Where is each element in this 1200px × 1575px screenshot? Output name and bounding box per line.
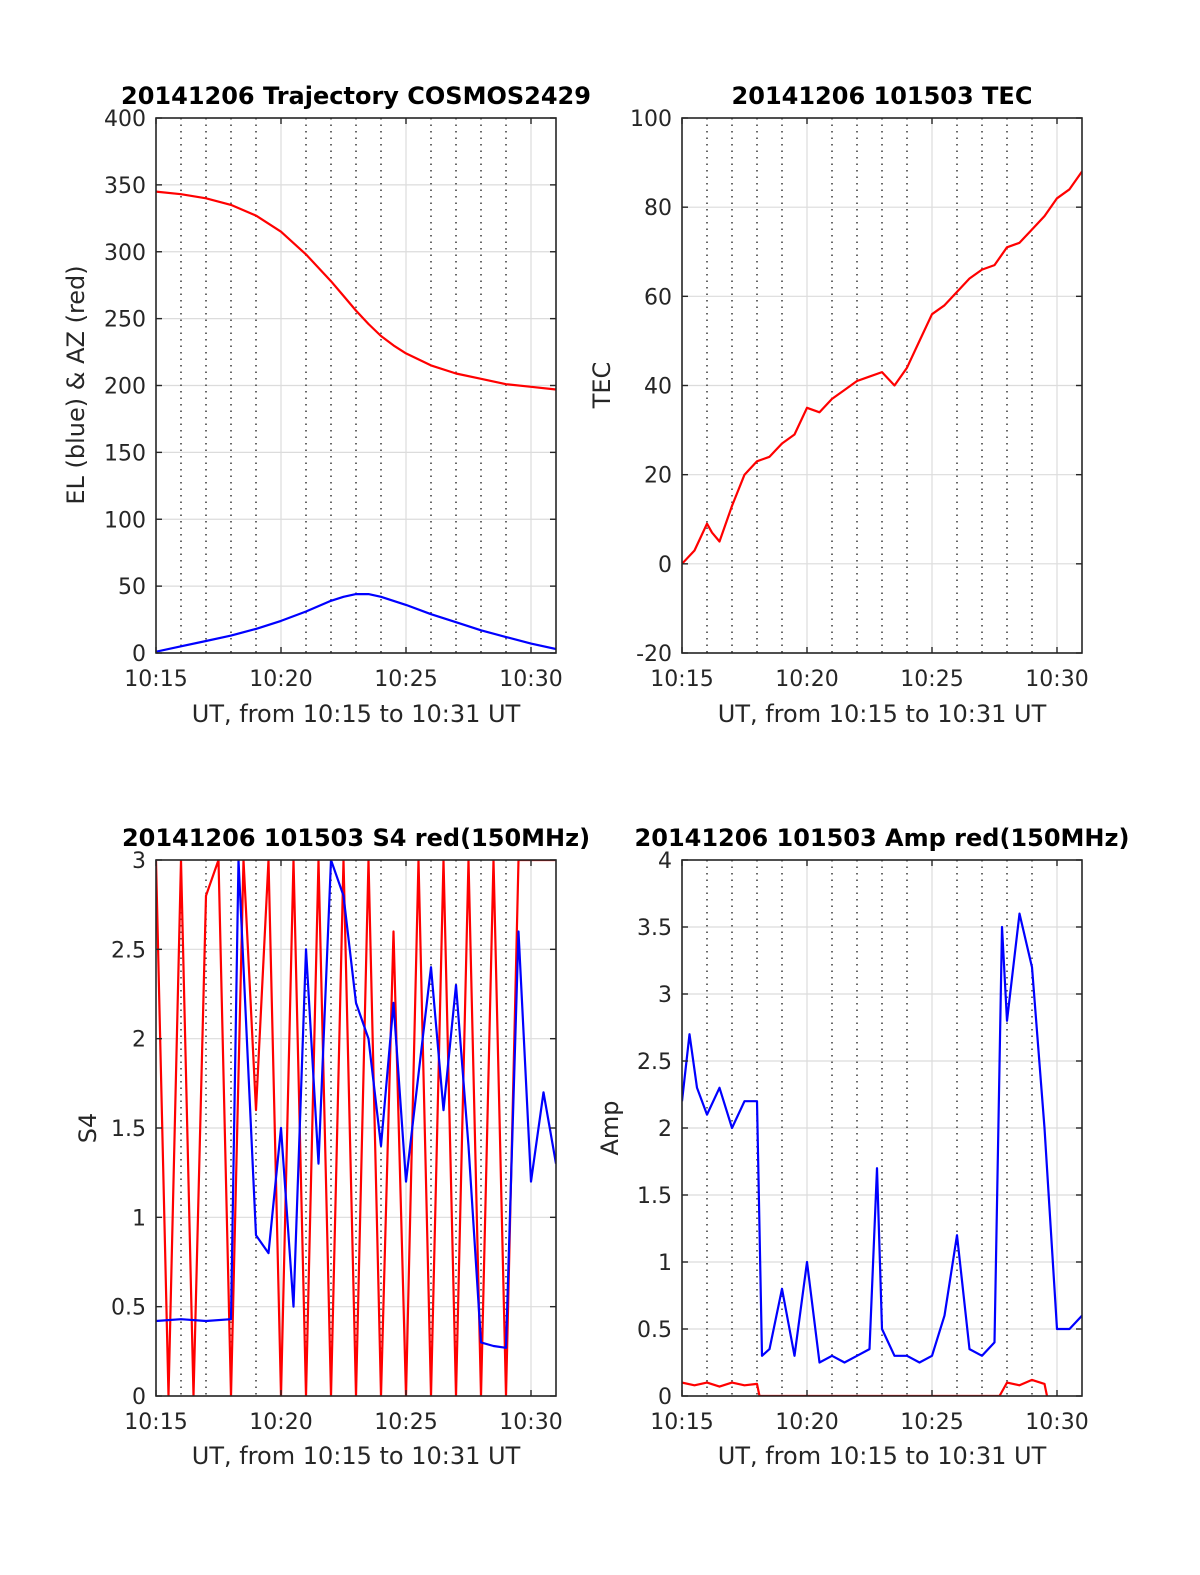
amp-ylabel: Amp (596, 1100, 624, 1155)
y-tick-label: 1.5 (111, 1117, 146, 1142)
y-tick-label: 0 (658, 553, 672, 578)
trajectory-panel: 20141206 Trajectory COSMOS2429 UT, from … (62, 82, 591, 728)
x-tick-label: 10:20 (775, 1410, 838, 1435)
x-tick-label: 10:30 (499, 1410, 562, 1435)
y-tick-label: 3 (132, 849, 146, 874)
x-tick-label: 10:20 (249, 1410, 312, 1435)
y-tick-label: 3.5 (637, 916, 672, 941)
series-group (682, 912, 1082, 1396)
y-tick-label: 2.5 (637, 1050, 672, 1075)
s4-ylabel: S4 (74, 1113, 102, 1144)
trajectory-xlabel: UT, from 10:15 to 10:31 UT (192, 700, 521, 728)
y-tick-label: 400 (104, 107, 146, 132)
x-tick-label: 10:15 (650, 667, 713, 692)
amp-series-0 (682, 912, 1082, 1364)
y-tick-label: 40 (644, 375, 672, 400)
y-tick-label: 250 (104, 308, 146, 333)
amp-xlabel: UT, from 10:15 to 10:31 UT (718, 1442, 1047, 1470)
series-group (156, 190, 556, 653)
y-tick-label: 60 (644, 285, 672, 310)
y-tick-label: 50 (118, 575, 146, 600)
y-tick-label: -20 (636, 642, 672, 667)
y-tick-label: 20 (644, 464, 672, 489)
x-tick-label: 10:25 (374, 667, 437, 692)
y-tick-label: 4 (658, 849, 672, 874)
amp-series-1 (682, 1378, 1049, 1396)
x-tick-label: 10:20 (249, 667, 312, 692)
amp-panel: 20141206 101503 Amp red(150MHz) UT, from… (596, 824, 1129, 1470)
y-tick-label: 150 (104, 441, 146, 466)
s4-xlabel: UT, from 10:15 to 10:31 UT (192, 1442, 521, 1470)
amp-title: 20141206 101503 Amp red(150MHz) (635, 824, 1130, 852)
x-tick-label: 10:15 (124, 1410, 187, 1435)
y-tick-label: 2.5 (111, 938, 146, 963)
y-tick-label: 0 (658, 1385, 672, 1410)
y-tick-label: 2 (658, 1117, 672, 1142)
x-tick-label: 10:25 (374, 1410, 437, 1435)
y-tick-label: 100 (630, 107, 672, 132)
tec-panel: 20141206 101503 TEC UT, from 10:15 to 10… (588, 82, 1089, 728)
y-tick-label: 0.5 (111, 1296, 146, 1321)
x-tick-label: 10:30 (1025, 667, 1088, 692)
s4-panel: 20141206 101503 S4 red(150MHz) UT, from … (74, 824, 590, 1470)
trajectory-title: 20141206 Trajectory COSMOS2429 (121, 82, 591, 110)
series-group (156, 860, 556, 1396)
x-tick-label: 10:25 (900, 1410, 963, 1435)
x-tick-label: 10:30 (499, 667, 562, 692)
s4-title: 20141206 101503 S4 red(150MHz) (122, 824, 590, 852)
tec-series-0 (682, 170, 1082, 565)
trajectory-ylabel: EL (blue) & AZ (red) (62, 265, 90, 504)
tec-title: 20141206 101503 TEC (732, 82, 1033, 110)
y-tick-label: 0.5 (637, 1318, 672, 1343)
s4-series-0 (156, 860, 556, 1349)
y-tick-label: 2 (132, 1028, 146, 1053)
y-tick-label: 350 (104, 174, 146, 199)
y-tick-label: 0 (132, 642, 146, 667)
tec-ylabel: TEC (588, 362, 616, 410)
x-tick-label: 10:15 (124, 667, 187, 692)
y-tick-label: 200 (104, 375, 146, 400)
s4-series-1 (156, 860, 556, 1396)
y-tick-label: 3 (658, 983, 672, 1008)
trajectory-series-0 (156, 190, 556, 391)
y-tick-label: 0 (132, 1385, 146, 1410)
series-group (682, 170, 1082, 565)
tec-xlabel: UT, from 10:15 to 10:31 UT (718, 700, 1047, 728)
y-tick-label: 1.5 (637, 1184, 672, 1209)
x-tick-label: 10:20 (775, 667, 838, 692)
y-tick-label: 80 (644, 196, 672, 221)
y-tick-label: 1 (658, 1251, 672, 1276)
x-tick-label: 10:15 (650, 1410, 713, 1435)
x-tick-label: 10:25 (900, 667, 963, 692)
x-tick-label: 10:30 (1025, 1410, 1088, 1435)
y-tick-label: 100 (104, 508, 146, 533)
y-tick-label: 1 (132, 1206, 146, 1231)
y-tick-label: 300 (104, 241, 146, 266)
trajectory-series-1 (156, 592, 556, 653)
